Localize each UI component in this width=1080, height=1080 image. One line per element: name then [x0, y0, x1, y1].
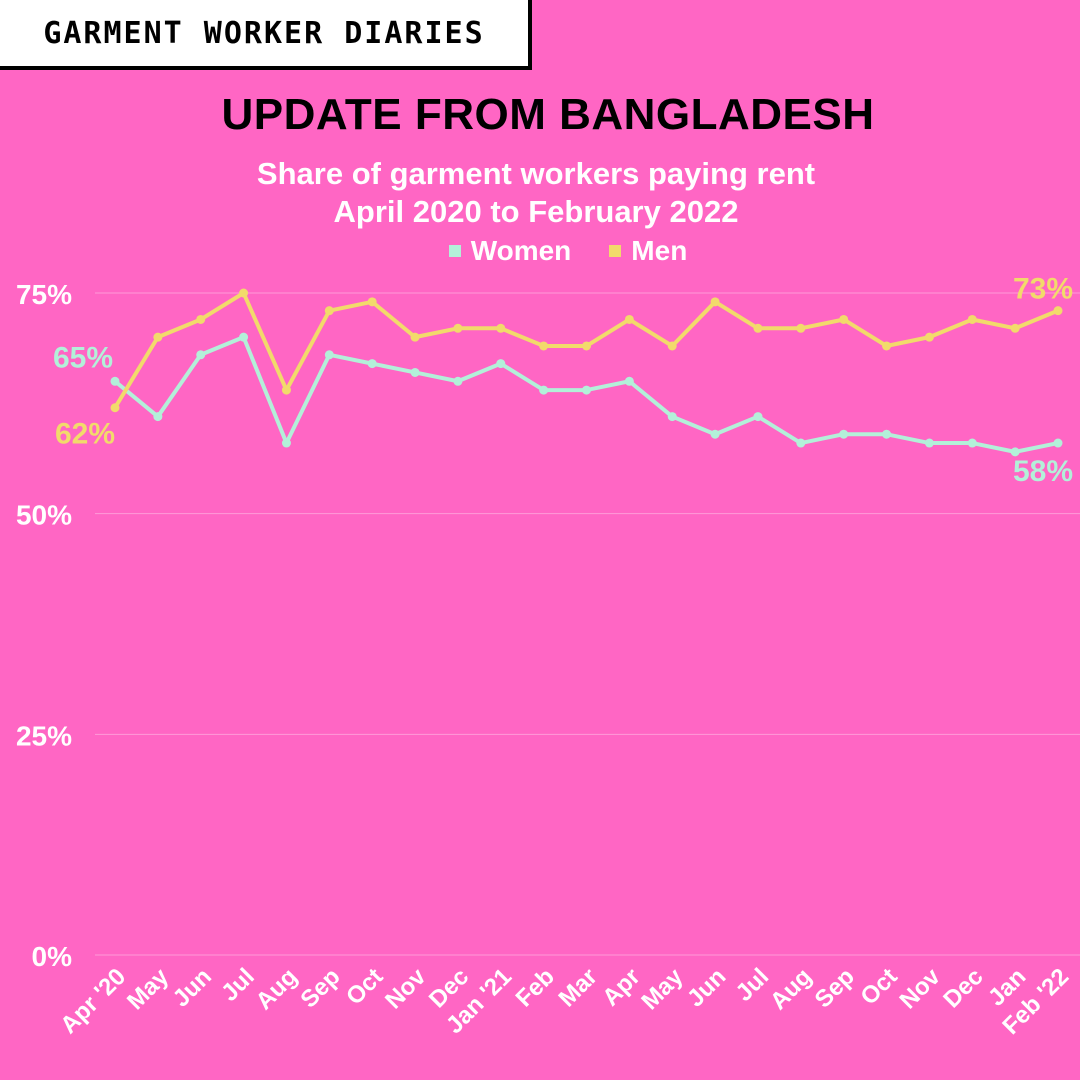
x-tick-label: Mar	[553, 963, 602, 1012]
x-tick-label: Sep	[810, 963, 860, 1013]
data-point-women	[110, 376, 120, 386]
x-tick-label: Apr	[597, 963, 645, 1011]
data-point-men	[1010, 323, 1020, 333]
x-tick-label: Jun	[682, 963, 731, 1012]
x-tick-label: Apr '20	[55, 963, 131, 1039]
chart-subtitle-line-1: Share of garment workers paying rent	[256, 156, 816, 191]
data-point-men	[453, 323, 463, 333]
data-point-men	[624, 314, 634, 324]
data-point-men	[796, 323, 806, 333]
data-point-men	[410, 332, 420, 342]
brand-logo: GARMENT WORKER DIARIES	[0, 0, 532, 70]
x-tick-label: May	[122, 963, 175, 1016]
data-point-men	[324, 306, 334, 316]
data-point-women	[1053, 438, 1063, 448]
brand-label: GARMENT WORKER DIARIES	[43, 15, 485, 51]
x-tick-label: Jul	[216, 963, 260, 1007]
data-label-men: 73%	[1013, 273, 1073, 306]
data-point-women	[710, 429, 720, 439]
data-point-women	[882, 429, 892, 439]
x-tick-label: Oct	[341, 963, 388, 1010]
data-point-women	[539, 385, 549, 395]
data-point-women	[582, 385, 591, 395]
data-point-men	[839, 314, 849, 324]
data-point-women	[624, 376, 634, 386]
data-point-women	[667, 412, 677, 422]
data-point-men	[924, 332, 934, 342]
data-point-women	[796, 438, 806, 448]
x-tick-label: Sep	[295, 963, 345, 1013]
data-point-men	[753, 323, 763, 333]
x-tick-label: Aug	[251, 963, 303, 1015]
data-point-women	[839, 429, 849, 439]
legend-swatch-men	[609, 245, 622, 257]
data-label-women: 58%	[1013, 455, 1073, 488]
chart-title: UPDATE FROM BANGLADESH	[221, 90, 875, 139]
x-tick-label: May	[636, 963, 689, 1016]
data-point-men	[710, 297, 720, 307]
x-tick-label: Jul	[731, 963, 775, 1007]
data-point-women	[239, 332, 249, 342]
data-point-men	[539, 341, 549, 351]
data-label-men: 62%	[55, 418, 115, 451]
data-label-women: 65%	[53, 341, 113, 374]
data-point-women	[196, 350, 206, 360]
data-point-women	[496, 359, 506, 369]
data-point-women	[1010, 447, 1020, 457]
x-tick-label: Feb	[511, 963, 560, 1012]
data-point-men	[582, 341, 591, 351]
data-point-men	[1053, 306, 1063, 316]
x-tick-label: Nov	[380, 963, 432, 1015]
x-tick-label: Jun	[168, 963, 217, 1012]
legend-label-men: Men	[631, 235, 688, 266]
data-point-men	[882, 341, 892, 351]
data-point-men	[367, 297, 377, 307]
data-point-women	[367, 359, 377, 369]
legend-item-women: Women	[448, 235, 572, 267]
data-point-men	[496, 323, 506, 333]
x-tick-label: Oct	[855, 963, 902, 1010]
data-point-men	[110, 403, 120, 413]
data-point-women	[753, 412, 763, 422]
y-tick-label: 50%	[16, 500, 72, 531]
data-point-men	[967, 314, 977, 324]
data-point-men	[196, 314, 206, 324]
data-point-women	[324, 350, 334, 360]
data-point-women	[410, 367, 420, 377]
data-point-women	[967, 438, 977, 448]
data-point-women	[153, 412, 163, 422]
x-tick-label: Aug	[765, 963, 817, 1015]
y-tick-label: 25%	[16, 720, 72, 751]
chart-legend: Women Men	[0, 235, 1080, 267]
data-point-women	[924, 438, 934, 448]
y-tick-label: 75%	[16, 279, 72, 310]
chart-subtitle-line-2: April 2020 to February 2022	[333, 194, 739, 229]
data-point-men	[281, 385, 291, 395]
legend-label-women: Women	[470, 235, 572, 266]
data-point-women	[453, 376, 463, 386]
legend-item-men: Men	[609, 235, 687, 267]
data-point-men	[667, 341, 677, 351]
x-tick-label: Nov	[894, 963, 946, 1015]
x-tick-label: Dec	[938, 963, 988, 1013]
data-point-men	[153, 332, 163, 342]
y-tick-label: 0%	[32, 941, 73, 972]
data-point-men	[239, 288, 249, 298]
data-point-women	[281, 438, 291, 448]
legend-swatch-women	[448, 245, 461, 257]
